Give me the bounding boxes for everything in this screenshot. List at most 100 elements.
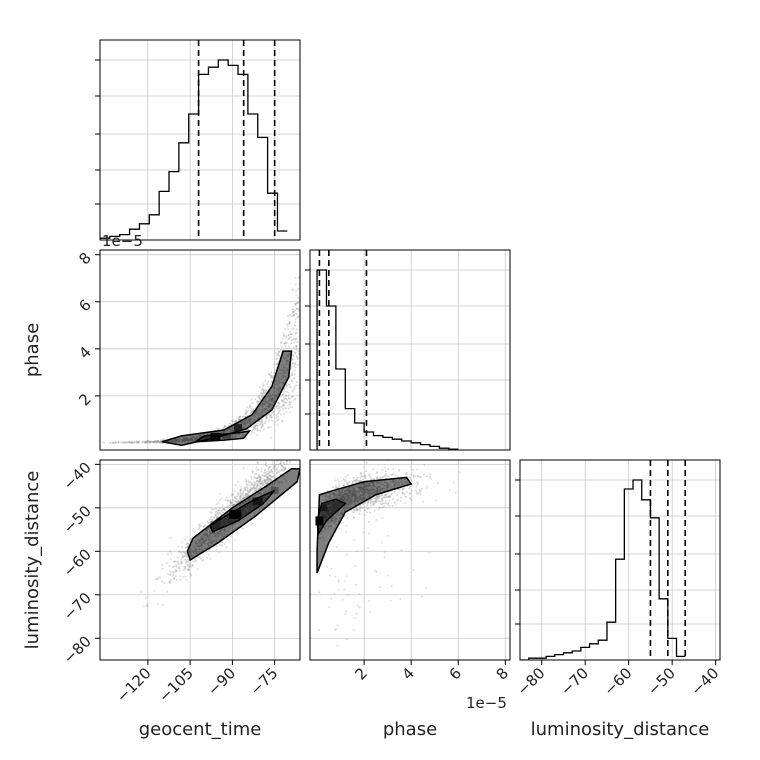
scatter-point [418,489,421,492]
scatter-point [162,604,165,607]
scatter-point [266,479,269,482]
scatter-point [280,349,283,352]
scatter-point [279,409,282,412]
scatter-point [420,595,423,598]
scatter-point [405,471,408,474]
scatter-point [261,422,264,425]
panel-grid-1-1 [310,250,510,450]
scatter-point [267,468,270,471]
scatter-point [185,552,188,555]
scatter-point [288,397,291,400]
scatter-point [198,524,201,527]
scatter-point [246,490,249,493]
scatter-point [225,506,228,509]
scatter-point [230,535,233,538]
scatter-point [268,474,271,477]
scatter-point [292,310,295,313]
scatter-point [277,402,280,405]
scatter-point [285,386,288,389]
scatter-point [374,500,377,503]
scatter-point [318,629,321,632]
scatter-point [291,363,294,366]
scatter-point [246,406,249,409]
scatter-point [449,488,452,491]
scatter-point [286,446,288,448]
scatter-point [218,507,221,510]
scatter-point [402,487,405,490]
scatter-point [367,500,370,503]
scatter-point [264,481,267,484]
scatter-point [198,556,201,559]
scatter-point [183,551,186,554]
scatter-point [184,538,187,541]
scatter-point [260,424,263,427]
scatter-point [259,422,262,425]
scatter-point [273,423,276,426]
x-tick-label: −50 [644,664,679,699]
scatter-point [281,393,284,396]
scatter-point [390,584,393,587]
scatter-point [273,407,276,410]
scatter-point [244,478,247,481]
scatter-point [425,475,428,478]
scatter-point [370,478,373,481]
scatter-point [270,414,273,417]
scatter-point [285,402,288,405]
scatter-point [281,420,284,423]
scatter-point [295,345,298,348]
scatter-point [291,361,294,364]
scatter-point [256,422,259,425]
scatter-point [295,328,298,331]
scatter-point [273,475,276,478]
scatter-point [186,569,189,572]
scatter-point [246,493,249,496]
scatter-point [294,304,297,307]
scatter-point [244,496,247,499]
scatter-point [268,373,271,376]
scatter-point [387,503,390,506]
scatter-point [267,466,270,469]
scatter-point [211,519,214,522]
scatter-point [367,520,370,523]
scatter-point [351,510,354,513]
scatter-point [224,509,227,512]
scatter-point [251,401,254,404]
scatter-point [278,350,281,353]
scatter-point [377,496,380,499]
scatter-point [183,558,186,561]
scatter-point [121,441,124,444]
scatter-point [346,517,349,520]
scatter-point [145,440,148,443]
scatter-point [149,440,152,443]
scatter-point [232,503,235,506]
scatter-point [170,536,173,539]
scatter-point [291,328,294,331]
scatter-point [343,588,346,591]
scatter-point [355,507,358,510]
scatter-point [244,487,247,490]
scatter-point [242,527,245,530]
scatter-point [137,441,140,444]
scatter-point [273,465,276,468]
scatter-point [371,503,374,506]
scatter-point [142,605,145,608]
scatter-point [233,499,236,502]
scatter-point [153,589,156,592]
scatter-point [282,334,285,337]
scatter-point [199,525,202,528]
scatter-point [384,474,387,477]
scatter-point [283,467,286,470]
scatter-point [272,410,275,413]
scatter-point [147,439,150,442]
scatter-point [390,492,393,495]
scatter-point [342,521,345,524]
scatter-point [258,400,261,403]
scatter-point [184,552,187,555]
scatter-point [265,482,268,485]
scatter-point [184,554,187,557]
scatter-point [285,460,288,463]
scatter-point [220,513,223,516]
scatter-point [135,440,138,443]
scatter-point [288,400,291,403]
scatter-point [194,560,197,563]
